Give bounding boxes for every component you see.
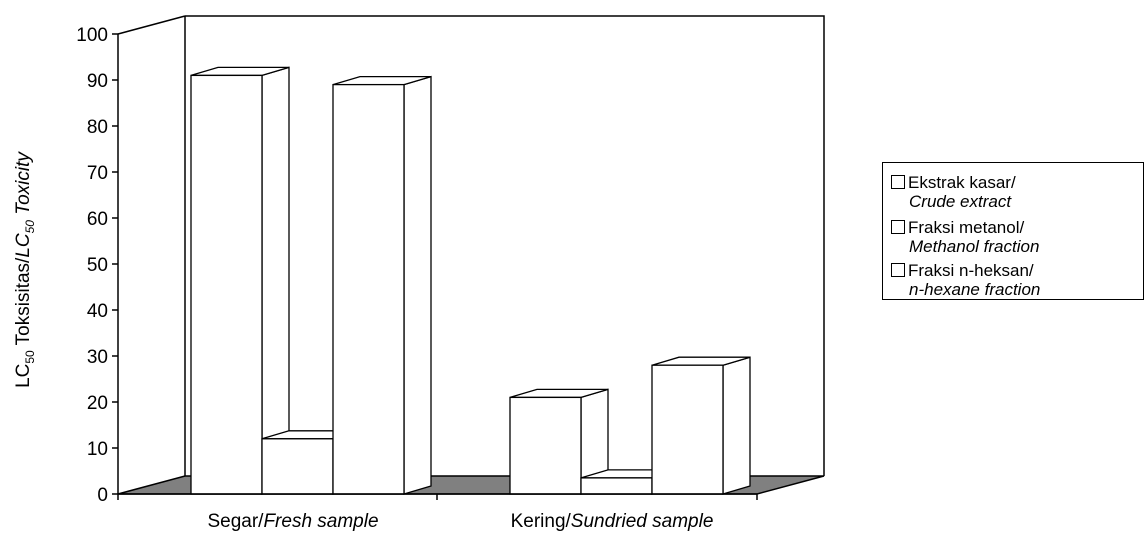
bar-front [261,438,334,495]
y-tick-label: 70 [87,163,108,184]
bar-front [651,364,724,495]
bar-side [403,75,432,495]
bar-front [509,396,582,495]
bar [332,75,432,495]
y-tick-label: 10 [87,439,108,460]
bar [509,388,609,495]
legend-item-crude-extract: Ekstrak kasar/ Crude extract [891,173,1016,211]
legend-item-methanol-fraction: Fraksi metanol/ Methanol fraction [891,218,1039,256]
bar-front [332,83,405,495]
y-tick-label: 90 [87,71,108,92]
y-tick-label: 100 [76,25,108,46]
x-axis: Segar/Fresh sample Kering/Sundried sample [117,493,758,532]
top-wall-edge [117,15,186,35]
y-tick-label: 80 [87,117,108,138]
bar-front [580,477,653,495]
bar-side [261,66,290,495]
y-tick-label: 60 [87,209,108,230]
y-tick-label: 0 [97,485,108,506]
legend-swatch [891,220,905,234]
y-axis: 0 10 20 30 40 50 60 70 80 90 100 [76,25,119,506]
bar-side [722,356,751,495]
y-tick-label: 30 [87,347,108,368]
bar-front [190,74,263,495]
chart-legend: Ekstrak kasar/ Crude extract Fraksi meta… [882,162,1144,300]
legend-item-n-hexane-fraction: Fraksi n-heksan/ n-hexane fraction [891,261,1040,299]
bars [190,66,751,495]
y-tick-label: 40 [87,301,108,322]
bar [190,66,290,495]
y-tick-label: 20 [87,393,108,414]
legend-swatch [891,263,905,277]
y-axis-label: LC50 Toksisitas/LC50 Toxicity [13,152,37,388]
bar [651,356,751,495]
back-wall [185,15,825,476]
x-category-label: Kering/Sundried sample [511,511,714,532]
x-category-label: Segar/Fresh sample [207,511,378,532]
y-tick-label: 50 [87,255,108,276]
legend-swatch [891,175,905,189]
